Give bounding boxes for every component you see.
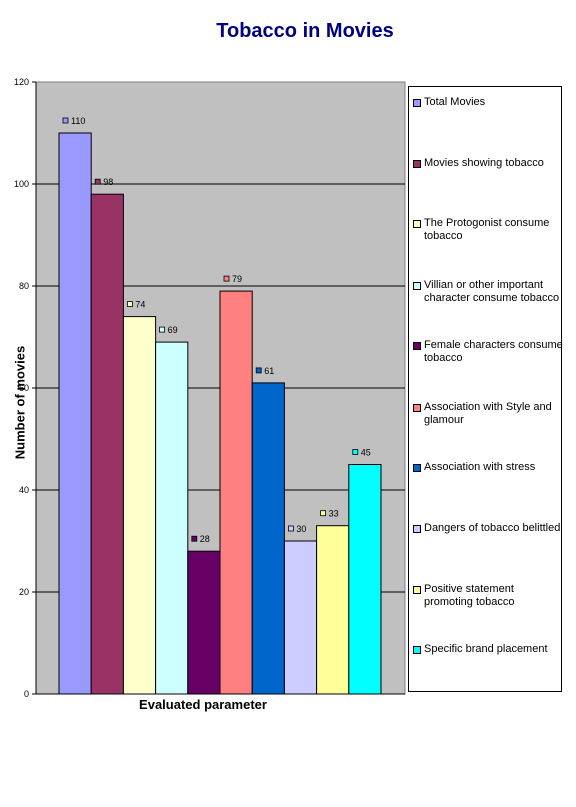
legend-swatch: [413, 160, 421, 168]
legend-item: Positive statement promoting tobacco: [413, 583, 563, 609]
legend-swatch: [413, 282, 421, 290]
y-axis-label: Number of movies: [12, 345, 28, 460]
data-label: 74: [135, 300, 145, 310]
data-label-key: [352, 449, 359, 455]
y-tick-label: 0: [24, 689, 29, 699]
legend-label: Total Movies: [424, 96, 486, 108]
legend-item: Specific brand placement: [413, 643, 563, 656]
legend-item: Association with stress: [413, 461, 563, 474]
legend-item: Villian or other important character con…: [413, 279, 563, 305]
y-tick-label: 20: [19, 587, 29, 597]
legend-item: Movies showing tobacco: [413, 157, 563, 170]
y-tick-label: 60: [19, 383, 29, 393]
data-label: 28: [200, 534, 210, 544]
legend-label: Association with Style and glamour: [424, 401, 552, 426]
data-label-key: [62, 117, 69, 124]
data-label-key: [94, 178, 101, 185]
bar: [155, 341, 189, 695]
legend-label: Association with stress: [424, 461, 536, 473]
legend-swatch: [413, 586, 421, 594]
legend-swatch: [413, 99, 421, 107]
data-label: 110: [71, 116, 85, 126]
data-label-key: [159, 326, 166, 333]
bar: [122, 316, 157, 695]
y-tick-label: 80: [19, 281, 29, 291]
legend-label: Movies showing tobacco: [424, 157, 544, 169]
data-label-key: [191, 535, 198, 542]
legend-swatch: [413, 220, 421, 228]
bar: [251, 382, 285, 695]
data-label: 61: [264, 366, 274, 376]
x-axis-label: Evaluated parameter: [139, 697, 267, 712]
legend-item: Female characters consume tobacco: [413, 339, 563, 365]
legend-item: Dangers of tobacco belittled: [413, 522, 563, 535]
data-label-key: [127, 301, 133, 308]
bar: [90, 193, 124, 695]
data-label: 98: [103, 177, 113, 187]
bar: [187, 550, 221, 695]
legend-label: Specific brand placement: [424, 643, 548, 655]
legend-label: Positive statement promoting tobacco: [424, 583, 515, 608]
data-label: 79: [232, 274, 242, 284]
legend-label: Female characters consume tobacco: [424, 339, 563, 364]
bar: [348, 464, 382, 695]
bars: [58, 132, 382, 695]
legend-swatch: [413, 464, 421, 472]
data-label: 69: [168, 325, 178, 335]
legend-label: Villian or other important character con…: [424, 279, 560, 304]
y-tick-label: 40: [19, 485, 29, 495]
legend-label: The Protogonist consume tobacco: [424, 217, 550, 242]
y-tick-label: 100: [14, 179, 29, 189]
y-axis-ticks: 0 20 40 60 80 100 120: [14, 77, 36, 699]
legend-swatch: [413, 342, 421, 350]
data-label: 30: [296, 524, 306, 534]
legend-item: Association with Style and glamour: [413, 401, 563, 427]
data-label-key: [223, 275, 230, 282]
data-label: 33: [329, 509, 339, 519]
data-labels: 110 98 74 69 28 79 61 30 33 45: [62, 116, 371, 544]
data-label: 45: [361, 448, 371, 458]
bar: [316, 525, 350, 695]
bar: [58, 132, 92, 695]
bar: [219, 290, 253, 695]
bar: [283, 540, 318, 695]
legend-item: The Protogonist consume tobacco: [413, 217, 563, 243]
legend-swatch: [413, 404, 421, 412]
legend-swatch: [413, 646, 421, 654]
data-label-key: [255, 367, 262, 374]
legend-swatch: [413, 525, 421, 533]
legend-item: Total Movies: [413, 96, 563, 109]
y-tick-label: 120: [14, 77, 29, 87]
legend-label: Dangers of tobacco belittled: [424, 522, 561, 534]
data-label-key: [287, 525, 294, 532]
legend: Total Movies Movies showing tobacco The Pr…: [408, 86, 563, 692]
data-label-key: [320, 510, 327, 517]
chart-title: Tobacco in Movies: [216, 20, 394, 42]
